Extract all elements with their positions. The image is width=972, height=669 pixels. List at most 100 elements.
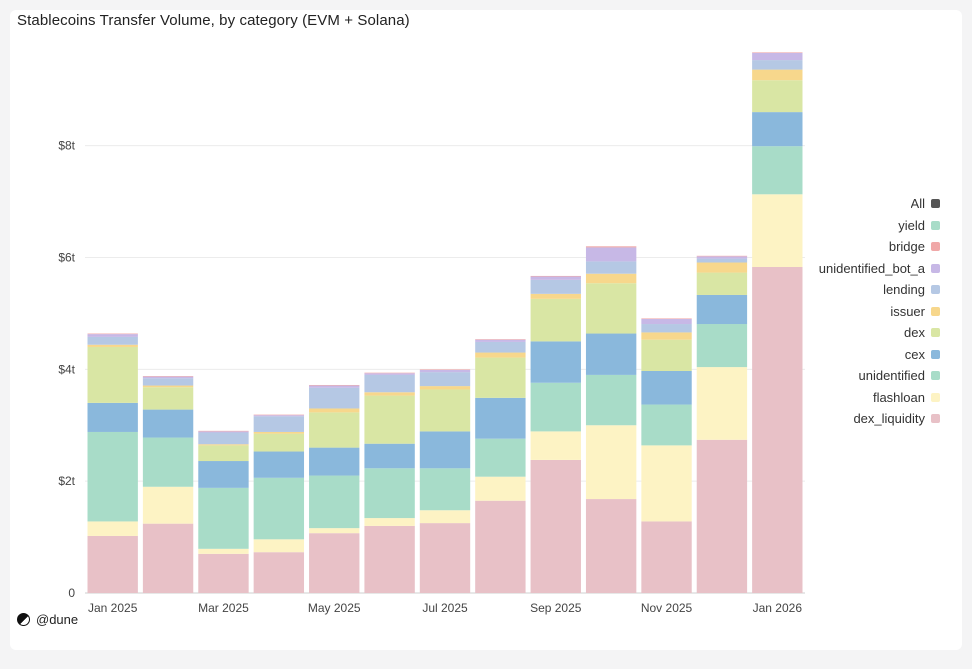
legend-item[interactable]: All <box>800 193 940 215</box>
bar-segment-lending[interactable] <box>87 336 138 345</box>
bar-segment-unidentified_bot_a[interactable] <box>530 276 581 280</box>
bar-segment-issuer[interactable] <box>87 344 138 347</box>
bar-segment-unidentified_bot_a[interactable] <box>87 334 138 337</box>
bar-segment-dex[interactable] <box>142 387 194 410</box>
bar-segment-bridge[interactable] <box>530 275 581 277</box>
bar-segment-bridge[interactable] <box>142 376 194 377</box>
bar-segment-dex[interactable] <box>530 298 581 342</box>
bar-segment-dex[interactable] <box>198 445 249 462</box>
bar-segment-bridge[interactable] <box>253 414 305 416</box>
bar-segment-issuer[interactable] <box>419 386 471 390</box>
bar-segment-flashloan[interactable] <box>364 518 415 526</box>
bar-segment-unidentified[interactable] <box>530 382 581 432</box>
bar-segment-lending[interactable] <box>253 416 305 432</box>
bar-segment-lending[interactable] <box>142 378 194 386</box>
bar-segment-dex_liquidity[interactable] <box>198 553 249 593</box>
bar-segment-unidentified[interactable] <box>696 324 748 368</box>
bar-segment-dex[interactable] <box>641 339 692 371</box>
bar-segment-unidentified_bot_a[interactable] <box>253 415 305 417</box>
bar-segment-dex_liquidity[interactable] <box>696 439 748 593</box>
bar-segment-dex[interactable] <box>475 357 526 398</box>
bar-segment-unidentified_bot_a[interactable] <box>585 247 637 262</box>
bar-segment-lending[interactable] <box>364 374 415 393</box>
bar-segment-dex_liquidity[interactable] <box>253 552 305 593</box>
bar-segment-unidentified_bot_a[interactable] <box>364 373 415 375</box>
bar-segment-dex_liquidity[interactable] <box>752 267 803 593</box>
bar-segment-cex[interactable] <box>585 333 637 375</box>
bar-segment-dex_liquidity[interactable] <box>585 499 637 593</box>
bar-segment-bridge[interactable] <box>309 384 360 386</box>
bar-segment-cex[interactable] <box>752 112 803 147</box>
bar-segment-cex[interactable] <box>696 294 748 325</box>
bar-segment-flashloan[interactable] <box>198 548 249 554</box>
bar-segment-dex_liquidity[interactable] <box>475 500 526 593</box>
bar-segment-bridge[interactable] <box>752 52 803 53</box>
bar-segment-dex[interactable] <box>309 412 360 448</box>
legend-item[interactable]: flashloan <box>800 387 940 409</box>
bar-segment-cex[interactable] <box>419 431 471 469</box>
bar-segment-flashloan[interactable] <box>475 476 526 501</box>
bar-segment-bridge[interactable] <box>585 246 637 248</box>
bar-segment-dex_liquidity[interactable] <box>419 523 471 593</box>
bar-segment-flashloan[interactable] <box>253 539 305 553</box>
bar-segment-flashloan[interactable] <box>585 425 637 500</box>
bar-segment-dex_liquidity[interactable] <box>309 533 360 593</box>
bar-segment-cex[interactable] <box>142 409 194 438</box>
bar-segment-dex[interactable] <box>585 283 637 334</box>
bar-segment-cex[interactable] <box>198 461 249 488</box>
bar-segment-bridge[interactable] <box>198 430 249 432</box>
legend-item[interactable]: bridge <box>800 236 940 258</box>
bar-segment-issuer[interactable] <box>309 408 360 413</box>
legend-item[interactable]: dex <box>800 322 940 344</box>
bar-segment-unidentified_bot_a[interactable] <box>696 256 748 259</box>
bar-segment-dex[interactable] <box>752 80 803 113</box>
bar-segment-lending[interactable] <box>475 341 526 353</box>
bar-segment-lending[interactable] <box>419 372 471 387</box>
bar-segment-unidentified[interactable] <box>309 475 360 529</box>
bar-segment-bridge[interactable] <box>641 318 692 319</box>
bar-segment-bridge[interactable] <box>87 333 138 335</box>
bar-segment-flashloan[interactable] <box>142 486 194 524</box>
bar-segment-bridge[interactable] <box>419 369 471 370</box>
legend-item[interactable]: issuer <box>800 301 940 323</box>
bar-segment-unidentified_bot_a[interactable] <box>419 369 471 373</box>
bar-segment-lending[interactable] <box>309 387 360 409</box>
bar-segment-cex[interactable] <box>641 371 692 405</box>
bar-segment-dex[interactable] <box>87 346 138 403</box>
bar-segment-bridge[interactable] <box>364 372 415 374</box>
bar-segment-issuer[interactable] <box>253 431 305 434</box>
bar-segment-lending[interactable] <box>696 258 748 263</box>
bar-segment-dex_liquidity[interactable] <box>87 535 138 593</box>
bar-segment-flashloan[interactable] <box>696 367 748 440</box>
bar-segment-issuer[interactable] <box>475 352 526 358</box>
bar-segment-issuer[interactable] <box>530 293 581 299</box>
bar-segment-lending[interactable] <box>752 60 803 70</box>
bar-segment-unidentified_bot_a[interactable] <box>142 376 194 379</box>
legend-item[interactable]: cex <box>800 344 940 366</box>
bar-segment-issuer[interactable] <box>641 332 692 340</box>
bar-segment-unidentified[interactable] <box>419 468 471 511</box>
bar-segment-lending[interactable] <box>585 261 637 274</box>
bar-segment-lending[interactable] <box>198 432 249 445</box>
legend-item[interactable]: unidentified_bot_a <box>800 258 940 280</box>
bar-segment-unidentified[interactable] <box>752 146 803 195</box>
legend-item[interactable]: lending <box>800 279 940 301</box>
bar-segment-flashloan[interactable] <box>87 521 138 536</box>
bar-segment-dex[interactable] <box>253 433 305 452</box>
bar-segment-unidentified[interactable] <box>142 437 194 487</box>
bar-segment-lending[interactable] <box>641 324 692 333</box>
bar-segment-unidentified_bot_a[interactable] <box>198 431 249 433</box>
bar-segment-dex_liquidity[interactable] <box>142 523 194 593</box>
bar-segment-cex[interactable] <box>530 341 581 383</box>
bar-segment-issuer[interactable] <box>752 69 803 81</box>
bar-segment-flashloan[interactable] <box>752 194 803 267</box>
bar-segment-flashloan[interactable] <box>530 431 581 460</box>
bar-segment-unidentified[interactable] <box>641 404 692 446</box>
bar-segment-dex_liquidity[interactable] <box>364 525 415 593</box>
bar-segment-unidentified_bot_a[interactable] <box>309 385 360 388</box>
bar-segment-dex_liquidity[interactable] <box>530 459 581 593</box>
bar-segment-unidentified[interactable] <box>585 374 637 426</box>
bar-segment-issuer[interactable] <box>696 262 748 273</box>
bar-segment-cex[interactable] <box>475 397 526 439</box>
bar-segment-dex[interactable] <box>696 272 748 295</box>
